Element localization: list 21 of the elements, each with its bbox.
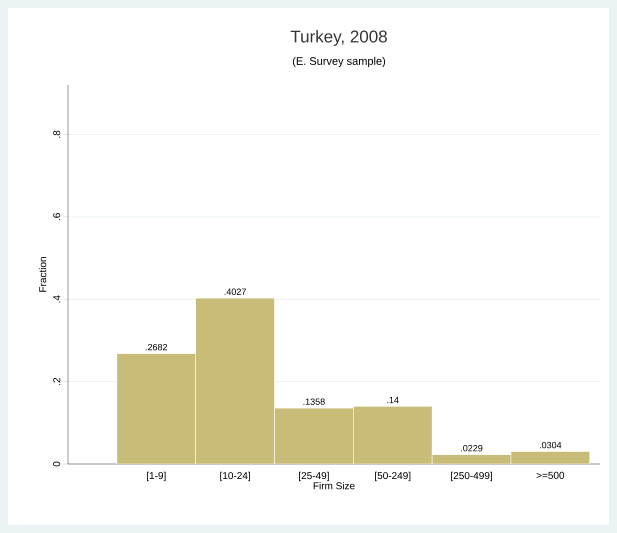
y-tick-label: .2 <box>53 378 60 385</box>
x-tick-label: >=500 <box>536 472 564 479</box>
y-tick-label: 0 <box>53 462 60 466</box>
data-label: .0304 <box>540 442 562 448</box>
data-label: .0229 <box>461 444 482 452</box>
x-tick-label: [1-9] <box>146 472 166 482</box>
y-tick-label: .4 <box>53 295 60 302</box>
data-label: .2682 <box>146 344 168 350</box>
x-tick-label: [25-49] <box>299 472 329 482</box>
data-label: .14 <box>387 396 399 404</box>
data-label: .4027 <box>224 288 246 295</box>
y-axis-title: Fraction <box>38 257 46 292</box>
data-label: .1358 <box>303 398 325 405</box>
y-tick-label: .8 <box>53 130 60 138</box>
y-tick-label: .6 <box>53 213 60 220</box>
x-tick-label: [50-249] <box>375 472 410 482</box>
x-tick-label: [10-24] <box>220 472 250 482</box>
x-axis-title: Firm Size <box>314 482 355 490</box>
x-tick-label: [250-499] <box>451 472 492 482</box>
chart-subtitle: (E. Survey sample) <box>292 56 386 68</box>
chart-title: Turkey, 2008 <box>290 30 387 46</box>
